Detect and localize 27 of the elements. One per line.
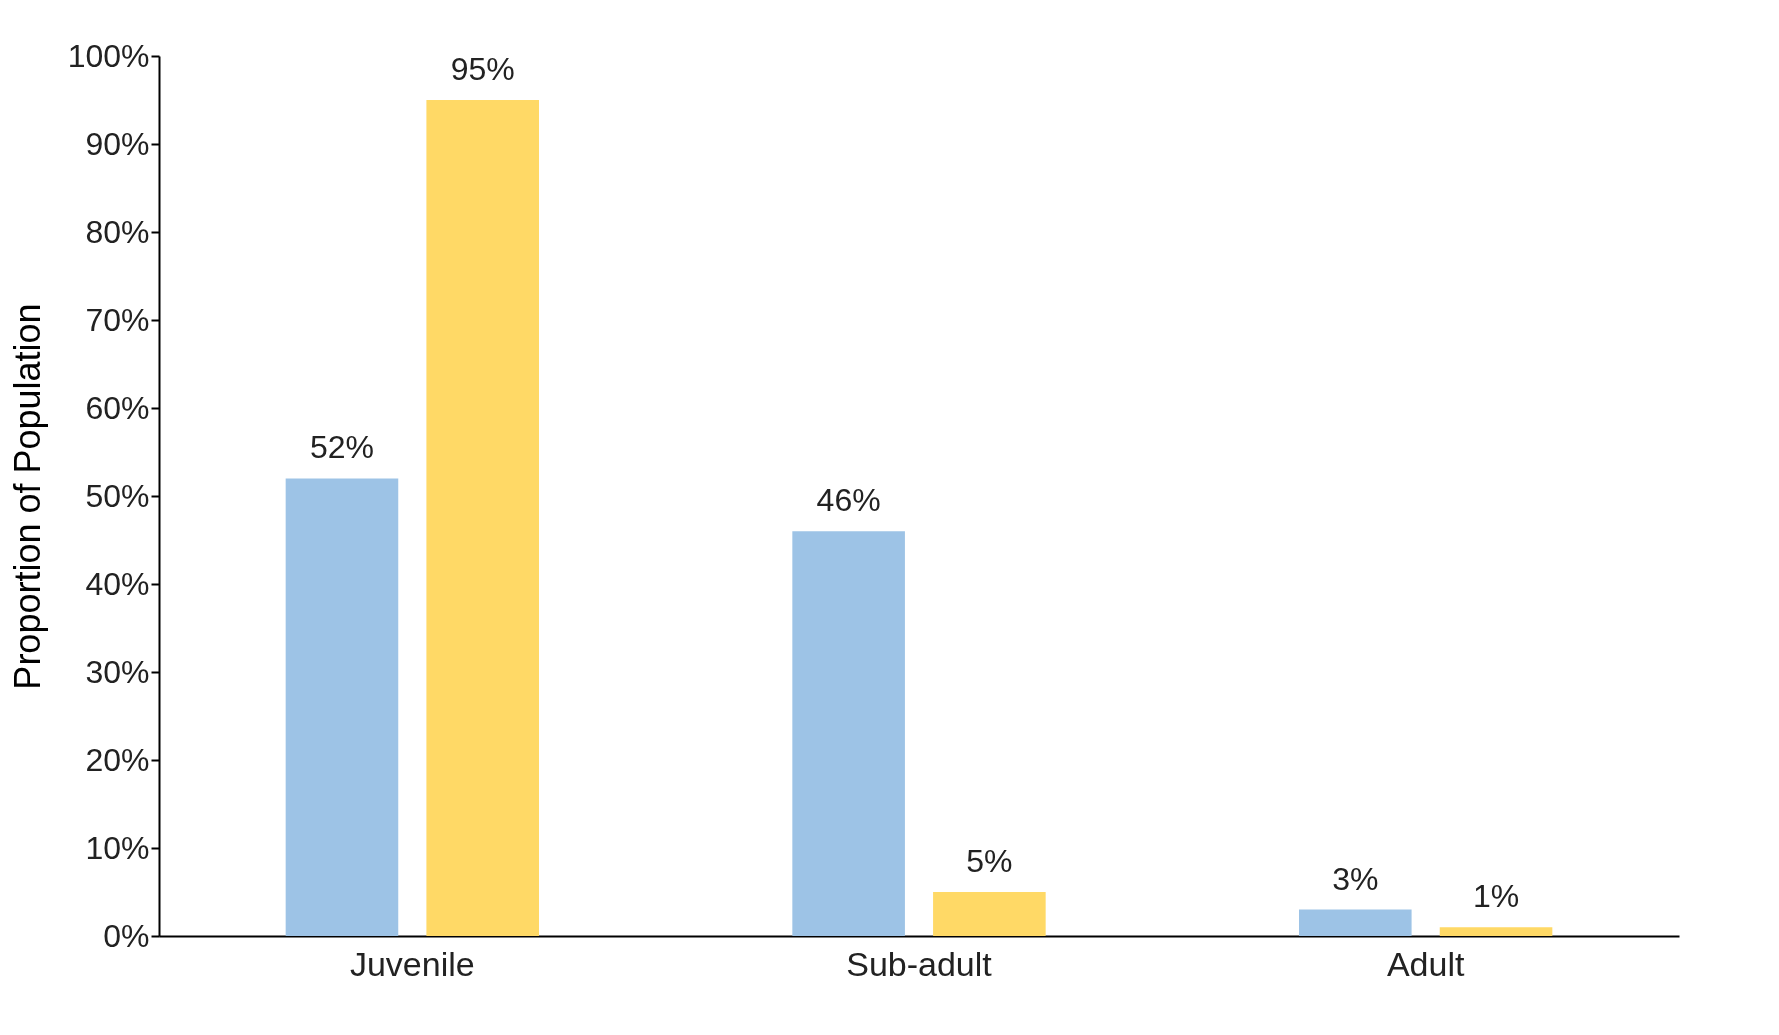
bar: [792, 531, 905, 936]
data-label: 5%: [966, 843, 1013, 879]
y-tick-label: 40%: [85, 565, 150, 602]
y-tick-label: 90%: [85, 125, 150, 162]
data-label: 52%: [309, 429, 374, 466]
y-tick-label: 80%: [85, 213, 150, 250]
data-label: 1%: [1472, 878, 1520, 915]
y-tick-label: 30%: [85, 653, 150, 690]
bar: [1439, 927, 1553, 936]
y-tick-label: 70%: [85, 301, 150, 338]
y-tick-label: 10%: [85, 829, 150, 866]
data-label: 95%: [450, 51, 515, 87]
bar: [933, 892, 1046, 936]
x-tick-label: Juvenile: [349, 944, 475, 983]
data-label: 46%: [816, 482, 881, 519]
y-tick-label: 0%: [103, 917, 150, 954]
y-tick-label: 60%: [85, 389, 150, 426]
y-tick-label: 100%: [67, 37, 150, 74]
y-tick-label: 20%: [85, 741, 150, 778]
bar: [1299, 909, 1412, 936]
x-tick-label: Sub-adult: [846, 944, 993, 983]
y-tick-label: 50%: [85, 477, 150, 514]
bar: [426, 100, 539, 936]
data-label: 3%: [1332, 860, 1379, 897]
x-tick-label: Adult: [1386, 944, 1465, 983]
y-axis-title: Proportion of Population: [6, 303, 48, 690]
bar: [285, 478, 399, 936]
